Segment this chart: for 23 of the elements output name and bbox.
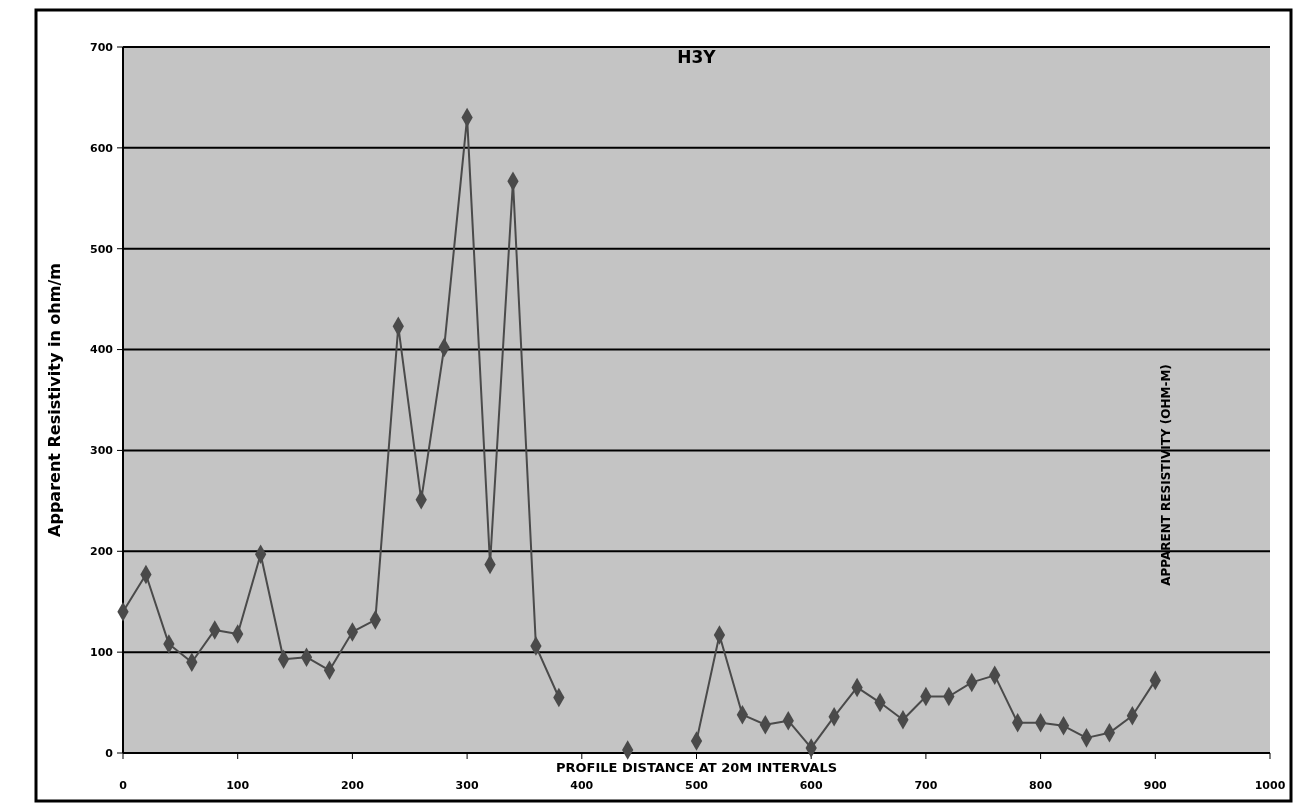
y-tick-label: 700: [90, 40, 114, 54]
y-tick-label: 0: [105, 746, 114, 760]
chart-title: H3Y: [677, 47, 717, 67]
x-tick-label: 800: [1029, 779, 1053, 792]
y-tick-label: 100: [90, 645, 114, 659]
x-tick-label: 400: [570, 779, 594, 792]
x-tick-label: 300: [455, 779, 479, 792]
y-axis-title: Apparent Resistivity in ohm/m: [45, 263, 64, 537]
y-tick-label: 300: [90, 444, 114, 458]
y-tick-label: 500: [90, 242, 114, 256]
x-tick-label: 900: [1143, 779, 1168, 792]
y-tick-label: 200: [90, 545, 114, 559]
x-axis-title: PROFILE DISTANCE AT 20M INTERVALS: [555, 760, 838, 775]
x-tick-label: 1000: [1254, 779, 1286, 792]
x-tick-label: 500: [685, 779, 709, 792]
y-tick-label: 400: [90, 343, 114, 357]
x-tick-label: 600: [799, 779, 824, 792]
x-tick-label: 700: [914, 779, 938, 792]
annotation: APPARENT RESISTIVITY (OHM-M): [1159, 364, 1173, 586]
x-tick-label: 100: [226, 779, 250, 792]
x-tick-label: 200: [340, 779, 365, 792]
y-tick-label: 600: [90, 141, 114, 155]
x-tick-label: 0: [119, 779, 128, 792]
